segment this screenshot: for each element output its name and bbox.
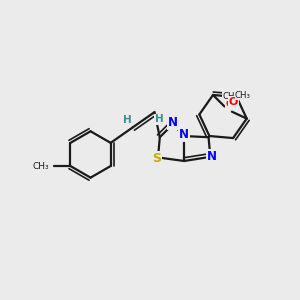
Text: CH₃: CH₃ — [222, 92, 239, 101]
Text: N: N — [206, 150, 217, 163]
Text: O: O — [229, 97, 238, 107]
Text: N: N — [179, 128, 189, 141]
Text: S: S — [152, 152, 161, 165]
Text: CH₃: CH₃ — [235, 91, 251, 100]
Text: CH₃: CH₃ — [32, 162, 49, 171]
Text: O: O — [226, 99, 235, 109]
Text: N: N — [168, 116, 178, 130]
Text: H: H — [155, 115, 164, 124]
Text: H: H — [123, 115, 132, 125]
